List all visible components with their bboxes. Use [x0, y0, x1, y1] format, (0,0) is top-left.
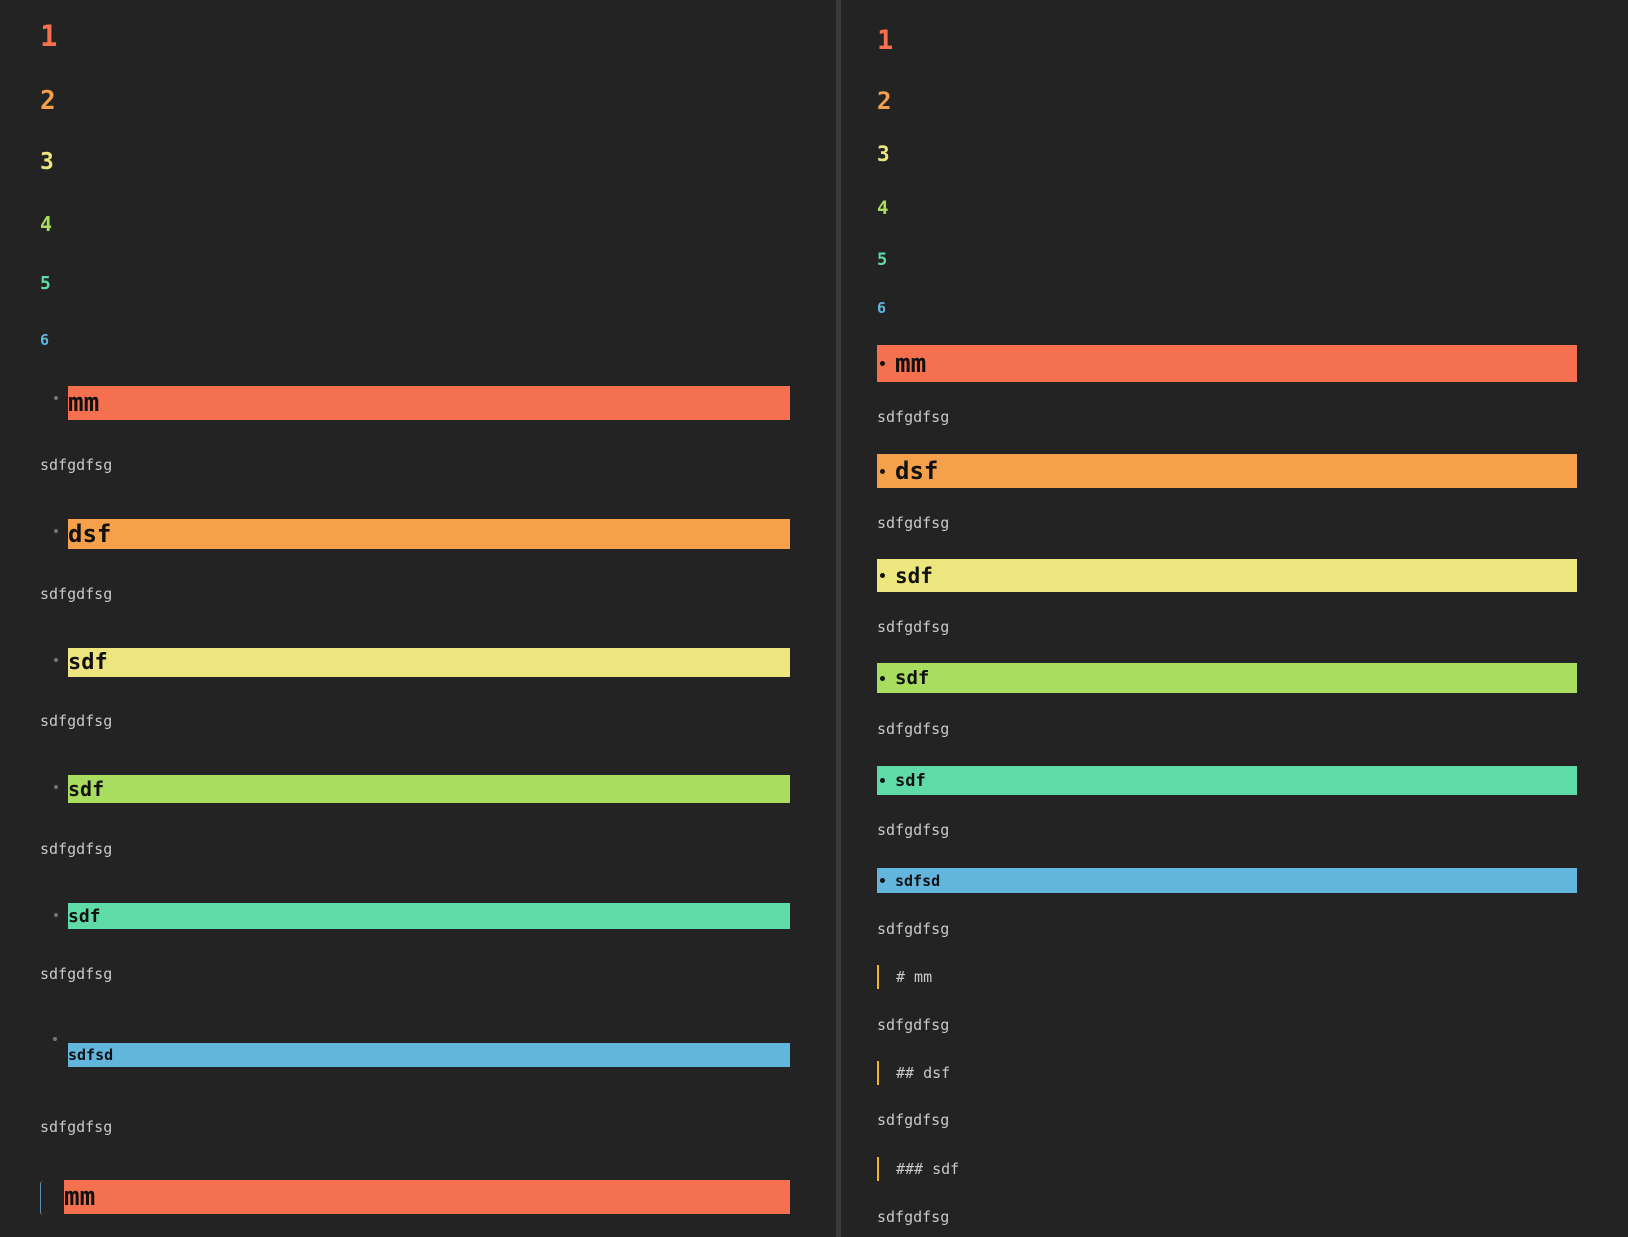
- right-number-4: 4: [877, 197, 889, 219]
- right-number-3: 3: [877, 142, 890, 166]
- heading-text: dsf: [68, 520, 112, 548]
- heading-text: mm: [64, 1182, 96, 1212]
- bullet-icon: [54, 529, 58, 533]
- bullet-icon: [880, 361, 885, 366]
- heading-text: sdfsd: [68, 1046, 114, 1064]
- left-number-2: 2: [40, 86, 56, 116]
- paragraph: sdfgdfsg: [877, 1208, 950, 1226]
- heading-text: sdfsd: [895, 871, 941, 890]
- heading-bar-h3[interactable]: sdf: [877, 559, 1577, 592]
- right-number-6: 6: [877, 299, 887, 317]
- left-number-6: 6: [40, 331, 50, 349]
- heading-text: sdf: [68, 905, 101, 927]
- right-number-1: 1: [877, 25, 894, 56]
- heading-bar-h2[interactable]: dsf: [68, 519, 790, 549]
- left-number-3: 3: [40, 149, 54, 175]
- cursor-line-marker: [40, 1181, 43, 1215]
- heading-bar-h1[interactable]: mm: [68, 386, 790, 420]
- paragraph: sdfgdfsg: [877, 720, 950, 738]
- paragraph: sdfgdfsg: [40, 1118, 113, 1136]
- heading-bar-h3[interactable]: sdf: [68, 648, 790, 677]
- quote-text: ## dsf: [896, 1064, 951, 1082]
- paragraph: sdfgdfsg: [877, 1016, 950, 1034]
- bullet-icon: [880, 468, 885, 474]
- bullet-icon: [54, 658, 58, 662]
- bullet-icon: [54, 396, 58, 400]
- bullet-icon: [53, 1037, 57, 1041]
- heading-bar-h1-active[interactable]: mm: [64, 1180, 790, 1214]
- heading-bar-h6[interactable]: sdfsd: [68, 1043, 790, 1067]
- heading-bar-h5[interactable]: sdf: [877, 766, 1577, 795]
- pane-divider[interactable]: [836, 0, 841, 1237]
- paragraph: sdfgdfsg: [877, 920, 950, 938]
- paragraph: sdfgdfsg: [877, 408, 950, 426]
- heading-bar-h5[interactable]: sdf: [68, 903, 790, 929]
- paragraph: sdfgdfsg: [877, 1111, 950, 1129]
- bullet-icon: [54, 913, 58, 917]
- heading-text: sdf: [68, 777, 105, 801]
- heading-text: sdf: [895, 667, 930, 689]
- heading-bar-h4[interactable]: sdf: [68, 775, 790, 803]
- bullet-icon: [880, 573, 885, 578]
- paragraph: sdfgdfsg: [877, 514, 950, 532]
- quote-border: [877, 1061, 879, 1085]
- heading-bar-h6[interactable]: sdfsd: [877, 868, 1577, 893]
- heading-bar-h1[interactable]: mm: [877, 345, 1577, 382]
- heading-bar-h4[interactable]: sdf: [877, 663, 1577, 693]
- quote-text: # mm: [896, 968, 933, 986]
- left-number-5: 5: [40, 273, 51, 294]
- paragraph: sdfgdfsg: [877, 618, 950, 636]
- heading-text: mm: [895, 348, 927, 379]
- right-number-5: 5: [877, 250, 888, 270]
- paragraph: sdfgdfsg: [40, 456, 113, 474]
- heading-text: dsf: [895, 457, 939, 485]
- bullet-icon: [54, 785, 58, 789]
- paragraph: sdfgdfsg: [40, 840, 113, 858]
- paragraph: sdfgdfsg: [40, 712, 113, 730]
- bullet-icon: [880, 878, 885, 883]
- heading-text: sdf: [895, 563, 933, 588]
- bullet-icon: [880, 675, 885, 681]
- heading-text: mm: [68, 388, 100, 418]
- left-number-4: 4: [40, 212, 53, 236]
- bullet-icon: [880, 778, 885, 783]
- right-number-2: 2: [877, 87, 892, 115]
- heading-text: sdf: [895, 770, 926, 791]
- paragraph: sdfgdfsg: [877, 821, 950, 839]
- heading-bar-h2[interactable]: dsf: [877, 454, 1577, 488]
- left-number-1: 1: [40, 19, 58, 53]
- quote-border: [877, 1157, 879, 1181]
- paragraph: sdfgdfsg: [40, 965, 113, 983]
- paragraph: sdfgdfsg: [40, 585, 113, 603]
- quote-border: [877, 965, 879, 989]
- quote-text: ### sdf: [896, 1160, 960, 1178]
- heading-text: sdf: [68, 650, 108, 675]
